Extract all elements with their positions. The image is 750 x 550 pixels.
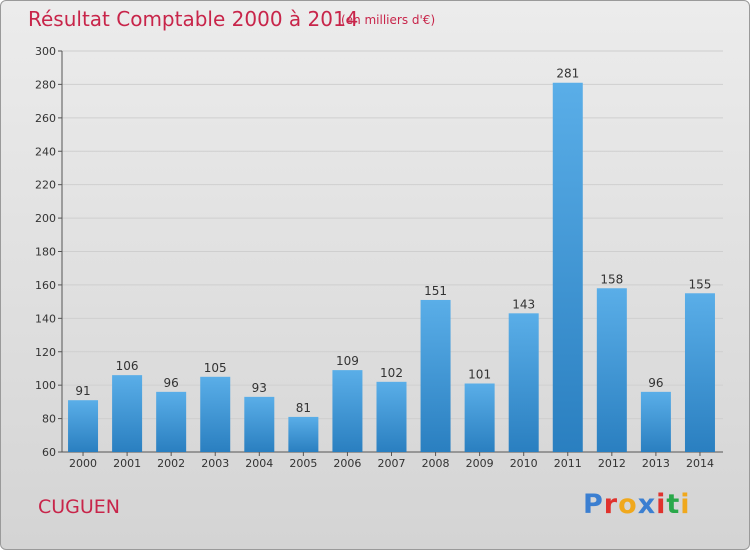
x-tick-label: 2002 <box>157 457 185 470</box>
y-tick-label: 140 <box>35 312 56 325</box>
bar-2005 <box>288 416 319 452</box>
x-tick-label: 2007 <box>378 457 406 470</box>
y-tick-label: 280 <box>35 78 56 91</box>
bar-value-label: 158 <box>600 272 623 286</box>
bar-2006 <box>332 370 363 452</box>
bar-value-label: 155 <box>689 277 712 291</box>
logo-letter: i <box>656 489 667 520</box>
bar-2012 <box>596 288 627 452</box>
logo-letter: t <box>666 489 681 520</box>
bar-2008 <box>420 299 451 452</box>
x-axis: 2000 2001 2002 2003 2004 2005 2006 2007 2008 2009… <box>62 451 723 470</box>
y-tick-label: 200 <box>35 212 56 225</box>
bar-2004 <box>244 396 275 452</box>
y-tick-label: 220 <box>35 179 56 192</box>
logo-letter: x <box>637 489 657 520</box>
x-tick-label: 2009 <box>466 457 494 470</box>
bar-value-label: 91 <box>75 384 90 398</box>
bar-2001 <box>112 375 143 452</box>
chart-unit: (en milliers d'€) <box>341 13 436 27</box>
x-tick-label: 2001 <box>113 457 141 470</box>
chart-title: Résultat Comptable 2000 à 2014 <box>28 7 359 31</box>
bar-value-label: 96 <box>648 376 663 390</box>
bar-2014 <box>684 293 715 452</box>
x-tick-label: 2011 <box>554 457 582 470</box>
x-tick-label: 2010 <box>510 457 538 470</box>
bar-value-label: 101 <box>468 367 491 381</box>
bar-2003 <box>200 376 231 452</box>
bar-value-label: 143 <box>512 297 535 311</box>
x-tick-label: 2008 <box>422 457 450 470</box>
bar-value-label: 102 <box>380 366 403 380</box>
x-tick-label: 2013 <box>642 457 670 470</box>
place-name: CUGUEN <box>38 496 121 518</box>
x-tick-label: 2003 <box>201 457 229 470</box>
y-axis: 60 80 100 120 140 160 180 200 220 240 260 280 300 <box>35 45 63 459</box>
logo-letter: r <box>603 489 619 520</box>
y-tick-label: 120 <box>35 346 56 359</box>
bar-2010 <box>508 313 539 452</box>
x-tick-label: 2000 <box>69 457 97 470</box>
y-tick-label: 260 <box>35 112 56 125</box>
x-tick-label: 2005 <box>289 457 317 470</box>
y-tick-label: 80 <box>42 413 56 426</box>
bar-2000 <box>68 400 99 452</box>
bar-value-label: 105 <box>204 361 227 375</box>
y-tick-label: 60 <box>42 446 56 459</box>
bar-value-label: 109 <box>336 354 359 368</box>
proxiti-logo: Proxiti <box>583 489 691 520</box>
logo-letter: i <box>680 489 691 520</box>
bar-2002 <box>156 391 187 452</box>
y-tick-label: 300 <box>35 45 56 58</box>
y-tick-label: 180 <box>35 246 56 259</box>
y-tick-label: 160 <box>35 279 56 292</box>
x-tick-label: 2014 <box>686 457 714 470</box>
x-tick-label: 2006 <box>333 457 361 470</box>
bar-2007 <box>376 381 407 452</box>
bar-2013 <box>640 391 671 452</box>
bar-2011 <box>552 82 583 452</box>
x-tick-label: 2004 <box>245 457 273 470</box>
bars: 91 106 96 105 93 81 109 102 151 101 143 281 158 96 155 <box>68 67 715 452</box>
bar-value-label: 93 <box>252 381 267 395</box>
bar-value-label: 106 <box>116 359 139 373</box>
bar-2009 <box>464 383 495 452</box>
bar-value-label: 281 <box>556 67 579 81</box>
y-tick-label: 240 <box>35 145 56 158</box>
logo-letter: o <box>618 489 638 520</box>
y-tick-label: 100 <box>35 379 56 392</box>
bar-value-label: 151 <box>424 284 447 298</box>
x-tick-label: 2012 <box>598 457 626 470</box>
logo-letter: P <box>583 489 604 520</box>
bar-value-label: 96 <box>164 376 179 390</box>
bar-value-label: 81 <box>296 401 311 415</box>
